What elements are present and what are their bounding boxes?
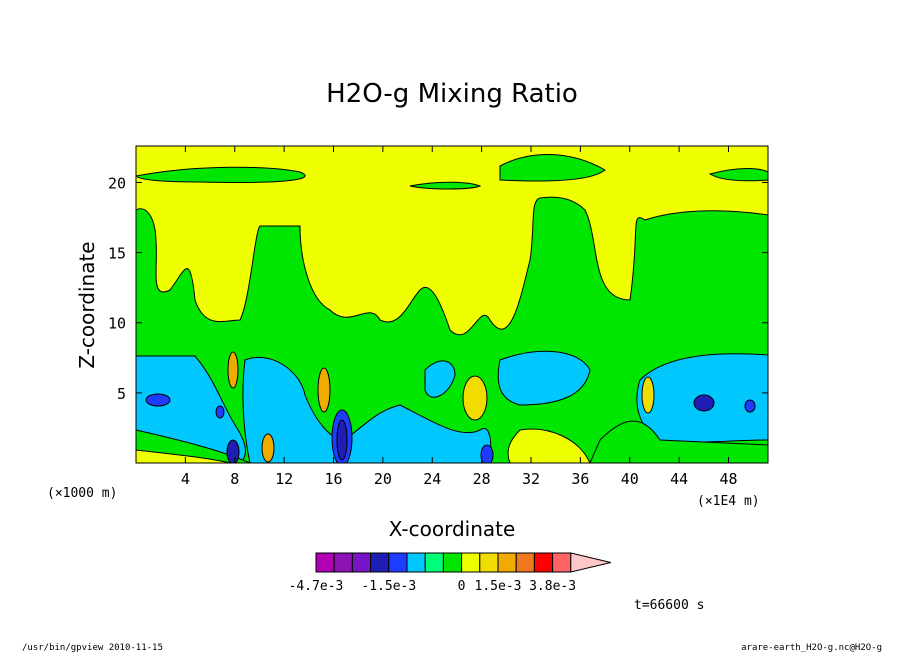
orange-spot-4 xyxy=(641,376,655,414)
x-tick-label: 32 xyxy=(522,470,540,488)
chart-title: H2O-g Mixing Ratio xyxy=(326,79,578,109)
colorbar-label: 3.8e-3 xyxy=(529,579,576,594)
colorbar-arrow xyxy=(570,552,611,573)
x-tick-label: 28 xyxy=(473,470,491,488)
orange-spot-2 xyxy=(317,367,331,413)
cyan-mid xyxy=(497,350,591,406)
colorbar-label: 0 xyxy=(458,579,466,594)
blue-spot-3 xyxy=(145,393,171,407)
y-tick-label: 20 xyxy=(108,174,126,192)
x-tick-label: 20 xyxy=(374,470,392,488)
x-tick-label: 24 xyxy=(423,470,441,488)
colorbar xyxy=(315,552,611,573)
x-axis-label: X-coordinate xyxy=(389,517,516,541)
time-label: t=66600 s xyxy=(634,598,704,613)
colorbar-label: -4.7e-3 xyxy=(289,579,344,594)
green-top-3 xyxy=(409,181,482,190)
colorbar-segment xyxy=(424,552,444,573)
cyan-center xyxy=(242,356,492,463)
colorbar-segment xyxy=(351,552,372,573)
blue-spot-1 xyxy=(226,439,240,463)
y-axis-label: Z-coordinate xyxy=(75,241,99,368)
colorbar-segment xyxy=(388,552,408,573)
orange-spot-3 xyxy=(462,375,488,421)
plot-frame xyxy=(135,145,769,464)
blue-spot-2b xyxy=(336,419,348,461)
green-top-2 xyxy=(499,153,606,182)
y-tick-label: 10 xyxy=(108,315,126,333)
green-low-right xyxy=(589,420,768,463)
colorbar-segment xyxy=(442,552,463,573)
green-top-1 xyxy=(136,166,306,184)
contour-field xyxy=(136,146,768,463)
blue-spot-7 xyxy=(480,444,494,463)
colorbar-segment xyxy=(515,552,535,573)
green-top-4 xyxy=(708,168,768,182)
orange-spot-5 xyxy=(261,433,275,463)
colorbar-label: -1.5e-3 xyxy=(361,579,416,594)
blue-spot-5 xyxy=(693,394,715,412)
colorbar-segment xyxy=(479,552,499,573)
orange-spot-1 xyxy=(227,351,239,389)
x-tick-label: 4 xyxy=(181,470,190,488)
footer-left: /usr/bin/gpview 2010-11-15 xyxy=(22,643,163,653)
cyan-small xyxy=(424,360,456,398)
colorbar-segment xyxy=(461,552,481,573)
x-unit-label: (×1000 m) xyxy=(47,486,117,501)
colorbar-segment xyxy=(406,552,426,573)
blue-spot-6 xyxy=(744,399,756,413)
x-tick-label: 8 xyxy=(230,470,239,488)
colorbar-segment xyxy=(333,552,353,573)
colorbar-segment xyxy=(497,552,517,573)
x-tick-label: 12 xyxy=(275,470,293,488)
y-tick-label: 5 xyxy=(117,385,126,403)
colorbar-segment xyxy=(315,552,335,573)
y-tick-label: 15 xyxy=(108,245,126,263)
footer-right: arare-earth_H2O-g.nc@H2O-g xyxy=(741,643,882,653)
colorbar-segment xyxy=(552,552,572,573)
colorbar-label: 1.5e-3 xyxy=(475,579,522,594)
x-tick-label: 36 xyxy=(571,470,589,488)
colorbar-segment xyxy=(370,552,390,573)
x-tick-label: 44 xyxy=(670,470,688,488)
x-tick-label: 16 xyxy=(324,470,342,488)
colorbar-segment xyxy=(533,552,554,573)
x-axis-ticks: 4 8 12 16 20 24 28 32 36 40 44 48 xyxy=(181,146,738,488)
x-tick-label: 48 xyxy=(719,470,737,488)
x-scale-note: (×1E4 m) xyxy=(697,494,760,509)
colorbar-labels: -4.7e-3 -1.5e-3 0 1.5e-3 3.8e-3 xyxy=(289,579,576,594)
blue-spot-4 xyxy=(215,405,225,419)
x-tick-label: 40 xyxy=(621,470,639,488)
y-axis-ticks: 5 10 15 20 xyxy=(108,174,768,403)
